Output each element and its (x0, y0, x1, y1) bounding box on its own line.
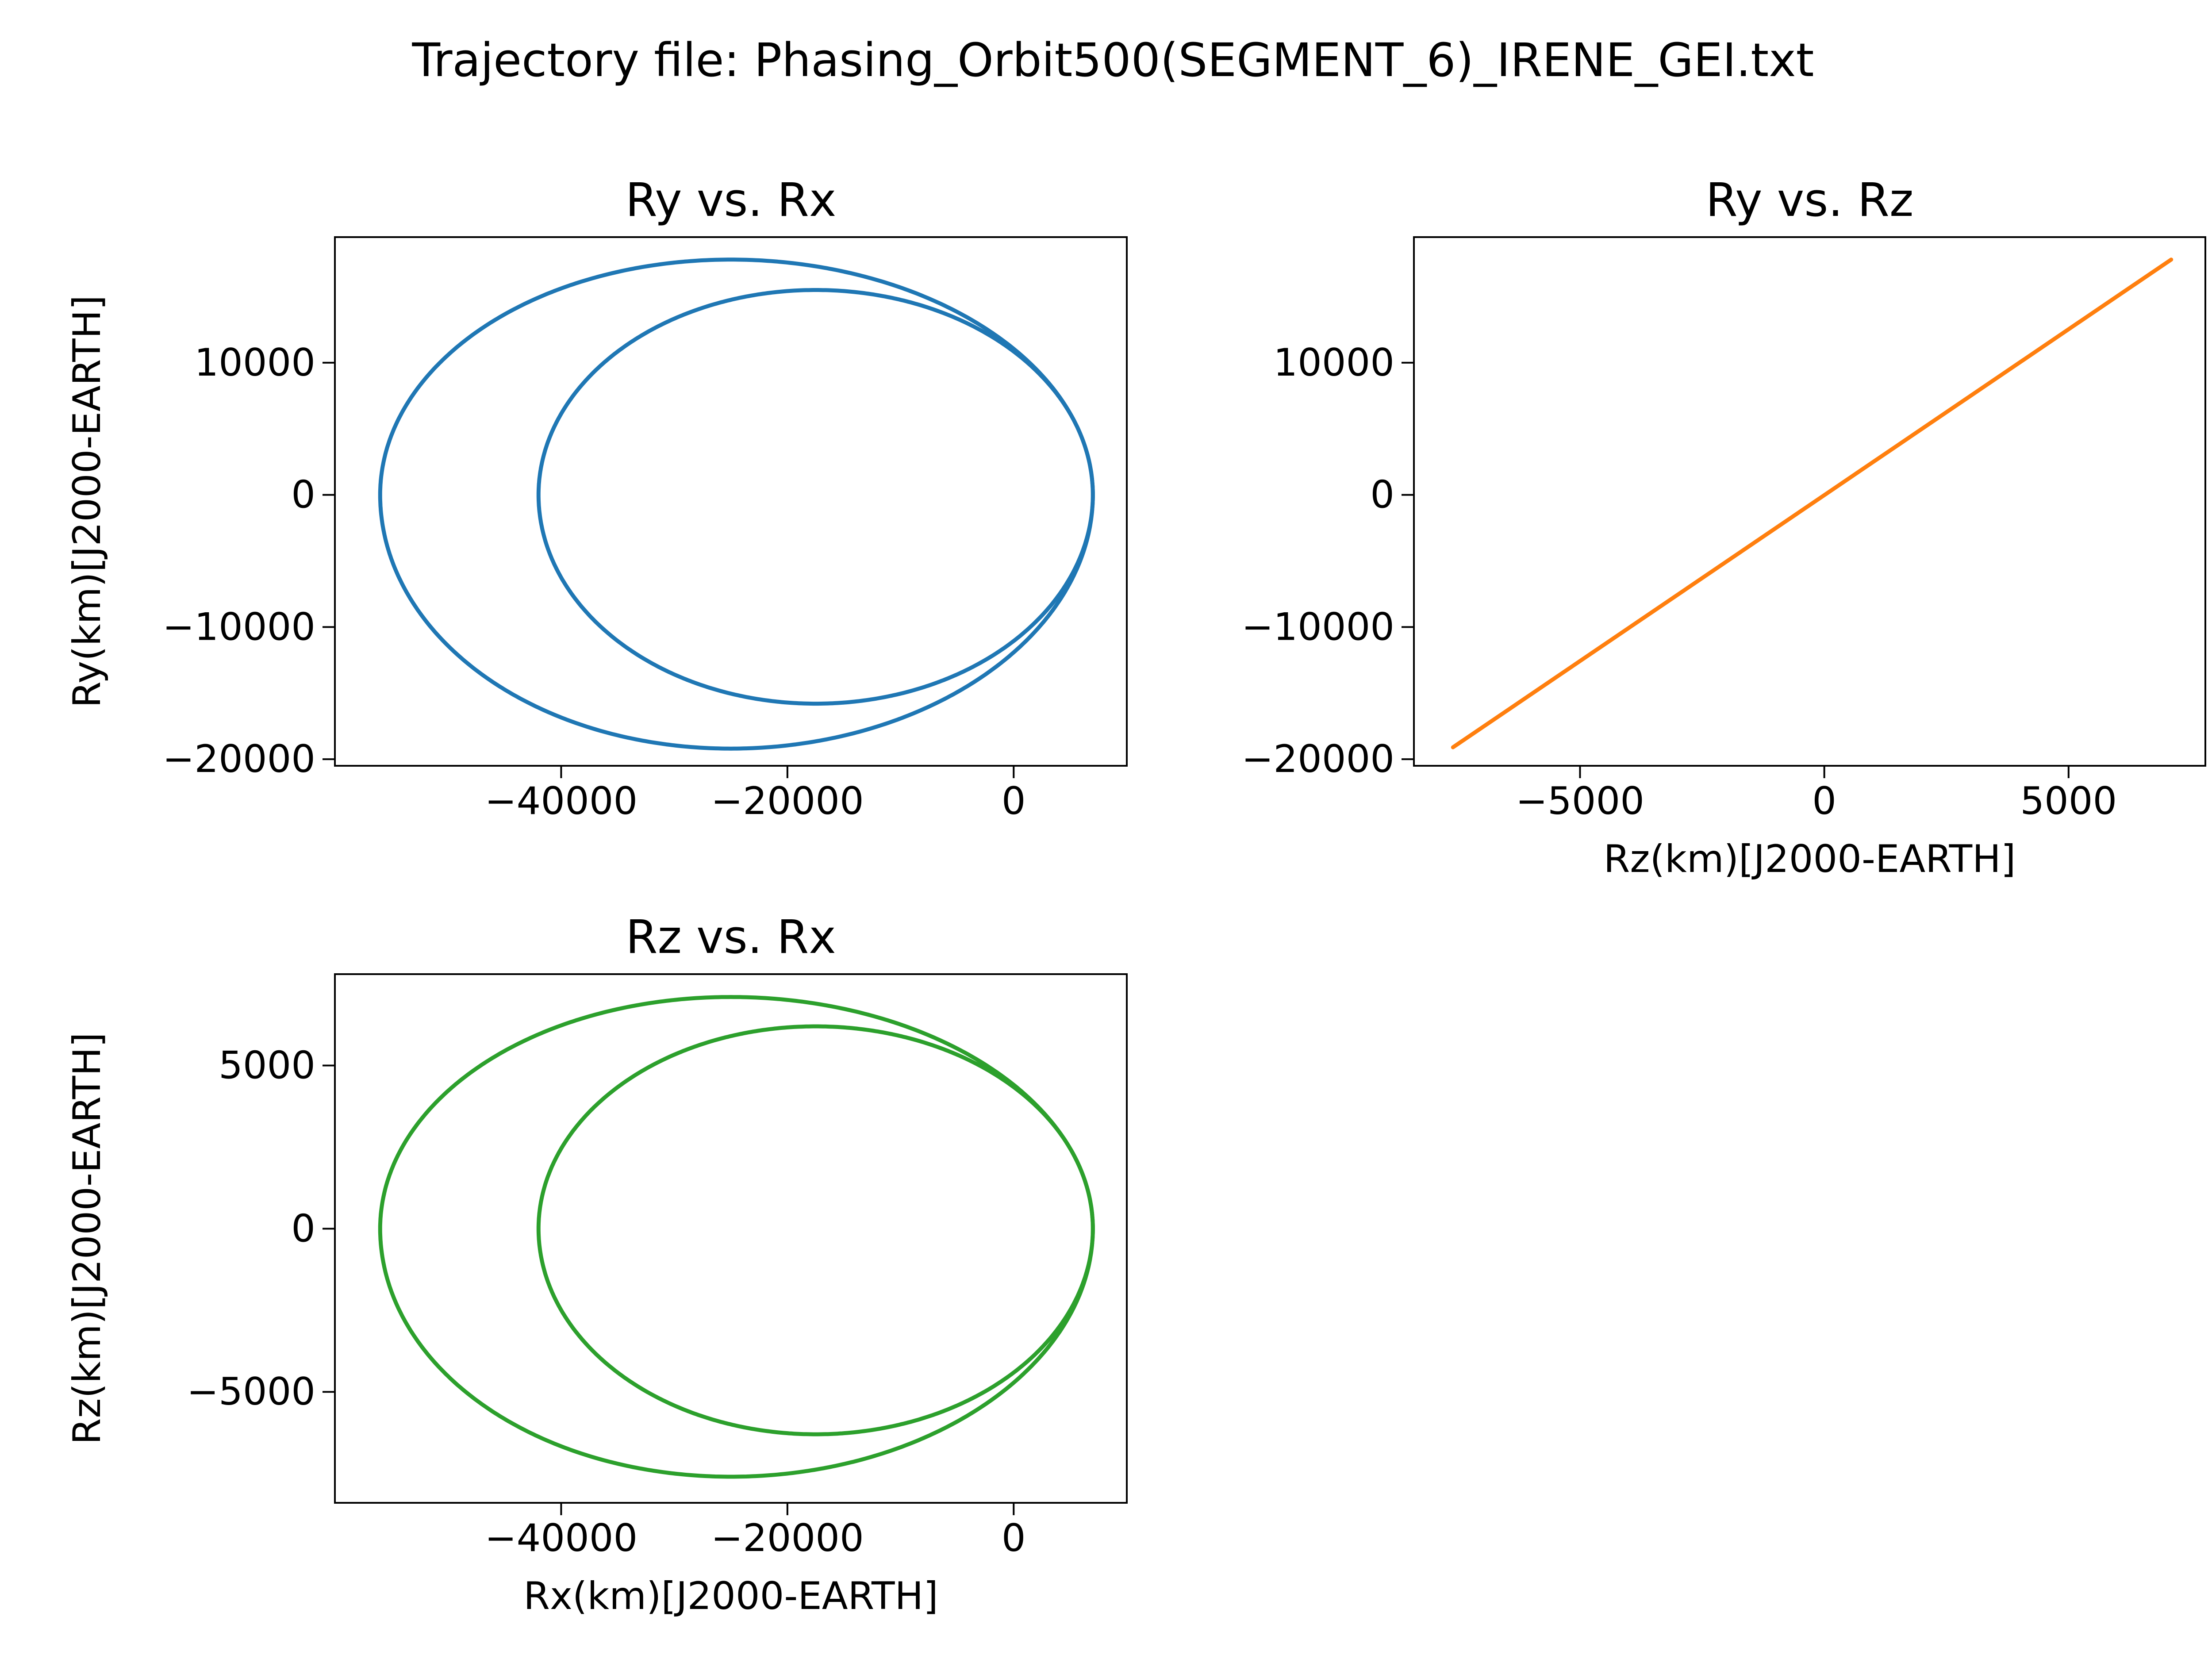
y-tick-label: −10000 (1241, 605, 1394, 649)
trajectory-curves (378, 257, 1095, 751)
x-tick-label: −40000 (485, 779, 638, 823)
x-tick-label: −40000 (485, 1516, 638, 1560)
y-axis-label: Ry(km)[J2000-EARTH] (65, 295, 109, 708)
y-tick-label: 0 (291, 1206, 315, 1251)
subplot-title: Rz vs. Rx (626, 910, 836, 964)
y-tick-label: −20000 (1241, 737, 1394, 781)
y-tick-label: −10000 (162, 605, 315, 649)
subplot-rz-vs-rx: Rz vs. Rx Rx(km)[J2000-EARTH] Rz(km)[J20… (65, 910, 1128, 1618)
x-tick-label: 0 (1002, 1516, 1026, 1560)
y-axis-label: Rz(km)[J2000-EARTH] (65, 1033, 109, 1445)
x-tick-label: 5000 (2020, 779, 2117, 823)
x-tick-label: 0 (1812, 779, 1836, 823)
orbit-loop-2 (378, 257, 1095, 751)
y-ticks: −20000 −10000 0 10000 (162, 341, 335, 781)
subplot-ry-vs-rz: Ry vs. Rz Rz(km)[J2000-EARTH] −5000 0 5000… (1241, 173, 2206, 881)
y-tick-label: 10000 (194, 341, 315, 385)
x-ticks: −40000 −20000 0 (485, 766, 1026, 823)
y-tick-label: −20000 (162, 737, 315, 781)
x-tick-label: 0 (1002, 779, 1026, 823)
x-tick-label: −20000 (711, 1516, 864, 1560)
y-ticks: −20000 −10000 0 10000 (1241, 341, 1414, 781)
y-tick-label: 0 (1370, 473, 1394, 517)
trajectory-curves (378, 995, 1095, 1479)
x-axis-label: Rx(km)[J2000-EARTH] (523, 1574, 938, 1618)
x-tick-label: −5000 (1516, 779, 1644, 823)
axes-frame (1413, 236, 2206, 767)
orbit-loop-1 (536, 1024, 1095, 1436)
y-tick-label: −5000 (187, 1370, 315, 1414)
figure-suptitle: Trajectory file: Phasing_Orbit500(SEGMEN… (412, 33, 1814, 87)
y-ticks: −5000 0 5000 (187, 1044, 335, 1414)
x-ticks: −5000 0 5000 (1516, 766, 2117, 823)
x-tick-label: −20000 (711, 779, 864, 823)
y-tick-label: 0 (291, 473, 315, 517)
x-axis-label: Rz(km)[J2000-EARTH] (1604, 837, 2016, 881)
x-ticks: −40000 −20000 0 (485, 1503, 1026, 1560)
trajectory-curves (1451, 257, 2174, 749)
y-tick-label: 5000 (219, 1044, 315, 1088)
subplot-ry-vs-rx: Ry vs. Rx Ry(km)[J2000-EARTH] −40000 −200… (65, 173, 1128, 823)
axes-frame (334, 236, 1128, 767)
subplot-title: Ry vs. Rz (1706, 173, 1914, 227)
orbit-loop-2 (378, 995, 1095, 1479)
y-tick-label: 10000 (1273, 341, 1394, 385)
orbit-loop-1 (536, 288, 1095, 706)
subplot-title: Ry vs. Rx (626, 173, 837, 227)
axes-frame (334, 973, 1128, 1504)
trajectory-line (1451, 257, 2174, 749)
